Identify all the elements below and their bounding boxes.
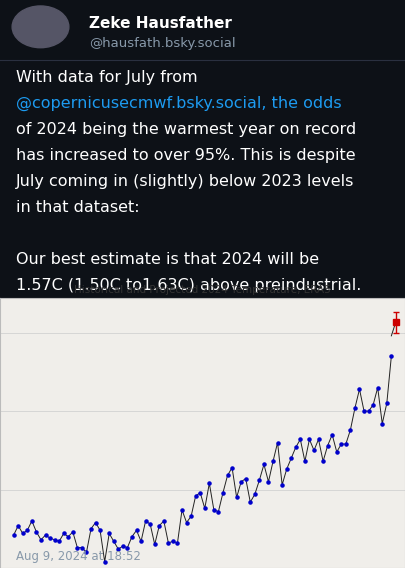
Point [279,481,286,490]
Point [233,493,240,502]
Point [174,538,181,548]
Point [256,475,262,485]
Point [352,403,358,412]
Point [133,526,140,535]
Point [115,545,122,554]
Point [315,435,322,444]
Point [65,532,72,541]
Point [74,543,81,552]
Text: has increased to over 95%. This is despite: has increased to over 95%. This is despi… [16,148,356,163]
Point [38,535,44,544]
Text: @copernicusecmwf.bsky.social, the odds: @copernicusecmwf.bsky.social, the odds [16,96,342,111]
Point [375,383,381,392]
Point [88,524,94,533]
Point [179,506,185,515]
Point [197,488,203,497]
Point [261,460,267,469]
Point [274,438,281,447]
Point [265,477,272,486]
Text: Aug 9, 2024 at 18:52: Aug 9, 2024 at 18:52 [16,550,141,563]
Point [101,557,108,566]
Point [160,516,167,525]
Point [361,407,367,416]
Point [220,488,226,497]
Text: 1.57C (1.50C to1.63C) above preindustrial.: 1.57C (1.50C to1.63C) above preindustria… [16,278,362,293]
Point [29,516,35,525]
Point [370,400,376,410]
Point [202,504,208,513]
Text: in that dataset:: in that dataset: [16,200,140,215]
Point [19,529,26,538]
Point [297,435,304,444]
Text: With data for July from: With data for July from [16,70,198,85]
Point [106,529,113,538]
Point [60,529,67,538]
Point [238,477,245,486]
Point [11,531,17,540]
Point [224,471,231,480]
Point [343,440,349,449]
Point [119,541,126,550]
Point [379,419,386,428]
Point [324,441,331,450]
Point [92,518,99,527]
Point [111,537,117,546]
Point [42,531,49,540]
Point [83,548,90,557]
Point [333,448,340,457]
Point [229,463,235,472]
Point [356,385,363,394]
Text: of 2024 being the warmest year on record: of 2024 being the warmest year on record [16,122,356,137]
Point [183,518,190,527]
Point [215,507,222,516]
Point [365,407,372,416]
Point [302,457,308,466]
Point [211,506,217,515]
Point [311,446,317,455]
Point [97,526,103,535]
Text: Zeke Hausfather: Zeke Hausfather [89,16,232,31]
Point [33,527,40,536]
Point [329,430,335,439]
Text: @hausfath.bsky.social: @hausfath.bsky.social [89,37,236,51]
Point [15,521,21,530]
Point [124,543,131,552]
Point [284,465,290,474]
Point [192,491,199,500]
Title: Historical and Projected 2024 Temperature, ERA5: Historical and Projected 2024 Temperatur… [74,285,331,295]
Point [347,425,354,435]
Point [47,534,53,543]
Point [206,479,213,488]
Circle shape [12,6,69,48]
Point [320,457,326,466]
Point [70,527,76,536]
Point [170,537,176,546]
Point [384,399,390,408]
Point [252,490,258,499]
Point [151,540,158,549]
Point [247,498,254,507]
Text: Our best estimate is that 2024 will be: Our best estimate is that 2024 will be [16,252,319,267]
Point [270,457,276,466]
Point [188,512,194,521]
Point [243,474,249,483]
Point [138,537,144,546]
Point [129,532,135,541]
Point [306,435,313,444]
Point [143,516,149,525]
Point [51,535,58,544]
Point [288,454,294,463]
Point [292,442,299,452]
Point [156,521,162,530]
Point [165,538,172,548]
Text: July coming in (slightly) below 2023 levels: July coming in (slightly) below 2023 lev… [16,174,354,189]
Point [147,520,153,529]
Point [79,543,85,552]
Point [56,537,62,546]
Point [338,440,345,449]
Point [388,352,394,361]
Point [24,526,30,535]
